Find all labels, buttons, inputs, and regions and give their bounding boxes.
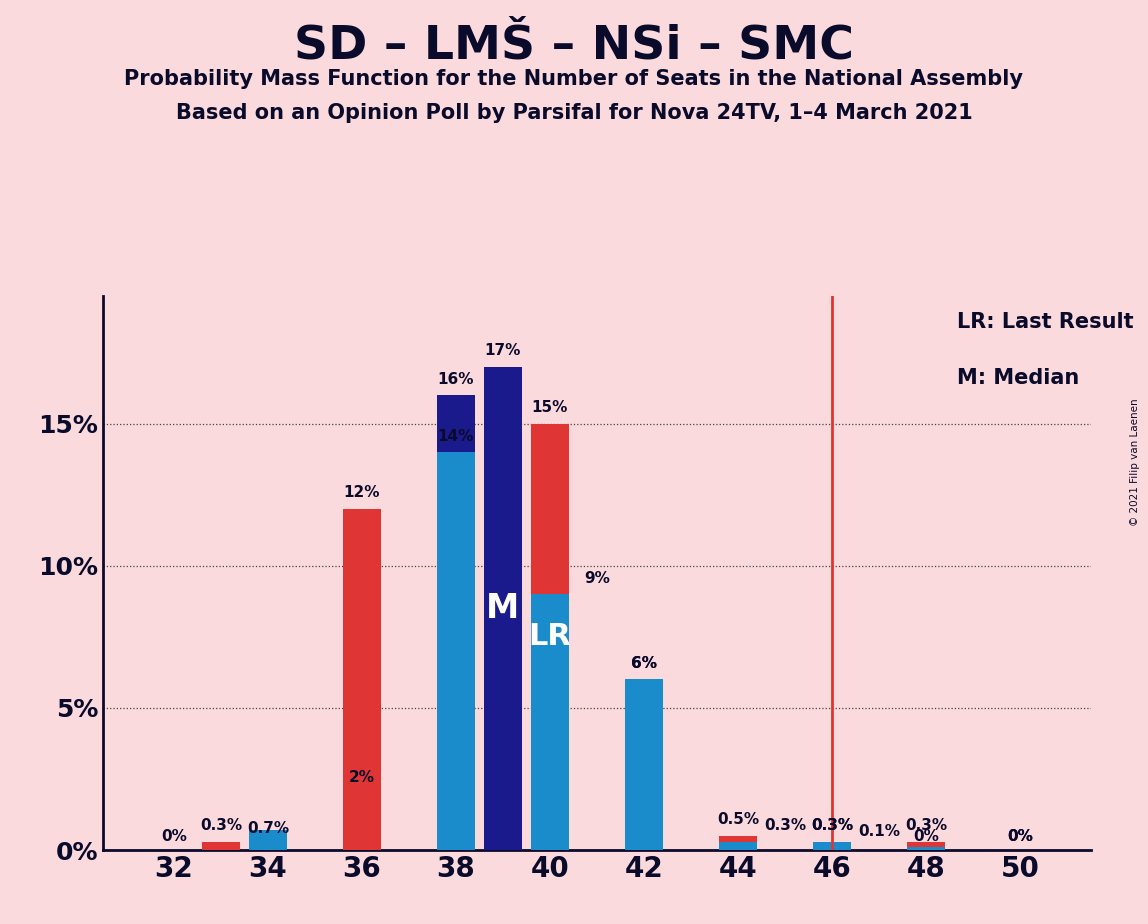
Text: LR: LR [528, 623, 572, 651]
Text: 12%: 12% [343, 485, 380, 501]
Text: 0%: 0% [913, 830, 939, 845]
Bar [719, 836, 757, 850]
Text: 9%: 9% [584, 571, 610, 586]
Bar [907, 842, 945, 850]
Text: 0%: 0% [1007, 830, 1033, 845]
Text: 17%: 17% [484, 343, 521, 359]
Bar [626, 679, 662, 850]
Bar [202, 842, 240, 850]
Bar [532, 594, 568, 850]
Text: M: Median: M: Median [957, 368, 1079, 388]
Bar [343, 509, 381, 850]
Text: 0.3%: 0.3% [810, 818, 853, 833]
Text: 0.3%: 0.3% [200, 818, 242, 833]
Bar [437, 452, 475, 850]
Text: 0.3%: 0.3% [763, 818, 806, 833]
Bar [907, 847, 945, 850]
Bar [249, 845, 287, 850]
Text: 15%: 15% [532, 400, 568, 415]
Bar [484, 367, 521, 850]
Text: 0%: 0% [161, 830, 187, 845]
Text: 6%: 6% [631, 656, 657, 671]
Bar [813, 842, 851, 850]
Text: SD – LMŠ – NSi – SMC: SD – LMŠ – NSi – SMC [294, 23, 854, 68]
Bar [249, 830, 287, 850]
Text: 0.3%: 0.3% [810, 818, 853, 833]
Text: © 2021 Filip van Laenen: © 2021 Filip van Laenen [1130, 398, 1140, 526]
Bar [719, 842, 757, 850]
Bar [437, 395, 475, 850]
Text: 6%: 6% [631, 656, 657, 671]
Text: LR: Last Result: LR: Last Result [957, 312, 1134, 333]
Text: 0.1%: 0.1% [858, 823, 900, 839]
Text: 0.5%: 0.5% [718, 812, 759, 827]
Bar [532, 423, 568, 850]
Text: 0.7%: 0.7% [247, 821, 289, 836]
Text: 0%: 0% [1007, 830, 1033, 845]
Text: 2%: 2% [349, 770, 375, 784]
Text: 16%: 16% [437, 371, 474, 386]
Text: 14%: 14% [437, 429, 474, 444]
Bar [626, 679, 662, 850]
Bar [813, 842, 851, 850]
Text: M: M [487, 592, 520, 625]
Text: Based on an Opinion Poll by Parsifal for Nova 24TV, 1–4 March 2021: Based on an Opinion Poll by Parsifal for… [176, 103, 972, 124]
Text: 0.3%: 0.3% [905, 818, 947, 833]
Text: Probability Mass Function for the Number of Seats in the National Assembly: Probability Mass Function for the Number… [124, 69, 1024, 90]
